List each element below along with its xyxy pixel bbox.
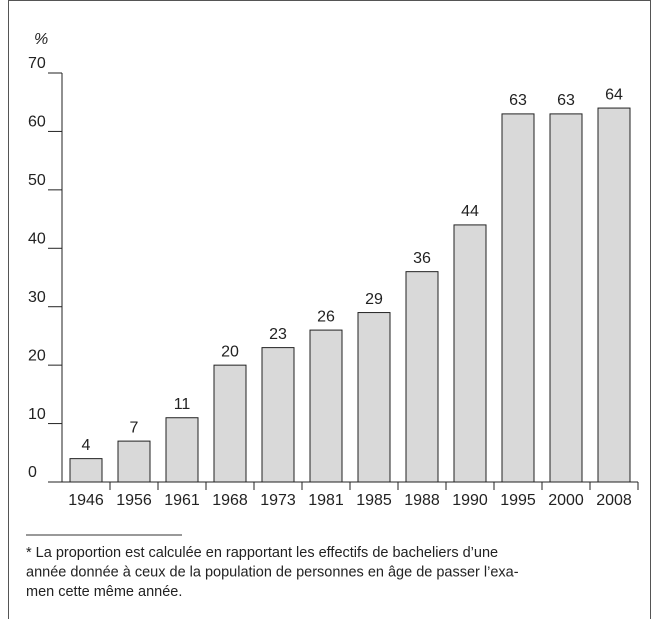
bar <box>597 107 631 483</box>
value-label: 44 <box>461 203 479 220</box>
footnote: * La proportion est calculée en rapporta… <box>26 545 498 561</box>
x-tick-label: 1995 <box>500 492 536 509</box>
bar <box>453 224 487 483</box>
y-tick-label: 60 <box>28 114 46 131</box>
y-tick-label: 40 <box>28 231 46 248</box>
bar <box>117 440 151 483</box>
x-tick-label: 2000 <box>548 492 584 509</box>
x-tick-label: 1961 <box>164 492 200 509</box>
value-label: 26 <box>317 308 335 325</box>
y-tick-label: 30 <box>28 289 46 306</box>
bar <box>261 347 295 483</box>
x-tick-label: 1956 <box>116 492 152 509</box>
value-label: 36 <box>413 250 431 267</box>
value-label: 63 <box>557 92 575 109</box>
value-label: 64 <box>605 86 623 103</box>
value-label: 20 <box>221 343 239 360</box>
y-tick-label: 0 <box>28 464 37 481</box>
bar <box>549 113 583 483</box>
value-label: 11 <box>174 396 191 413</box>
y-tick-label: 70 <box>28 55 46 72</box>
x-tick-label: 1988 <box>404 492 440 509</box>
y-tick-label: 20 <box>28 347 46 364</box>
footnote: année donnée à ceux de la population de … <box>26 564 519 580</box>
footnote: men cette même année. <box>26 584 182 600</box>
bar <box>501 113 535 483</box>
y-axis-label: % <box>34 31 48 48</box>
y-tick-label: 50 <box>28 172 46 189</box>
x-tick-label: 1946 <box>68 492 104 509</box>
value-label: 7 <box>130 419 139 436</box>
x-tick-label: 1990 <box>452 492 488 509</box>
bar <box>309 329 343 483</box>
value-label: 4 <box>82 437 91 454</box>
x-tick-label: 1981 <box>308 492 344 509</box>
x-tick-label: 1973 <box>260 492 296 509</box>
bar <box>165 417 199 483</box>
x-tick-label: 1985 <box>356 492 392 509</box>
bar <box>69 458 103 483</box>
x-tick-label: 1968 <box>212 492 248 509</box>
value-label: 29 <box>365 291 383 308</box>
bar <box>405 271 439 483</box>
value-label: 23 <box>269 326 287 343</box>
value-label: 63 <box>509 92 527 109</box>
x-tick-label: 2008 <box>596 492 632 509</box>
y-tick-label: 10 <box>28 406 46 423</box>
bar <box>213 364 247 483</box>
bar <box>357 312 391 483</box>
